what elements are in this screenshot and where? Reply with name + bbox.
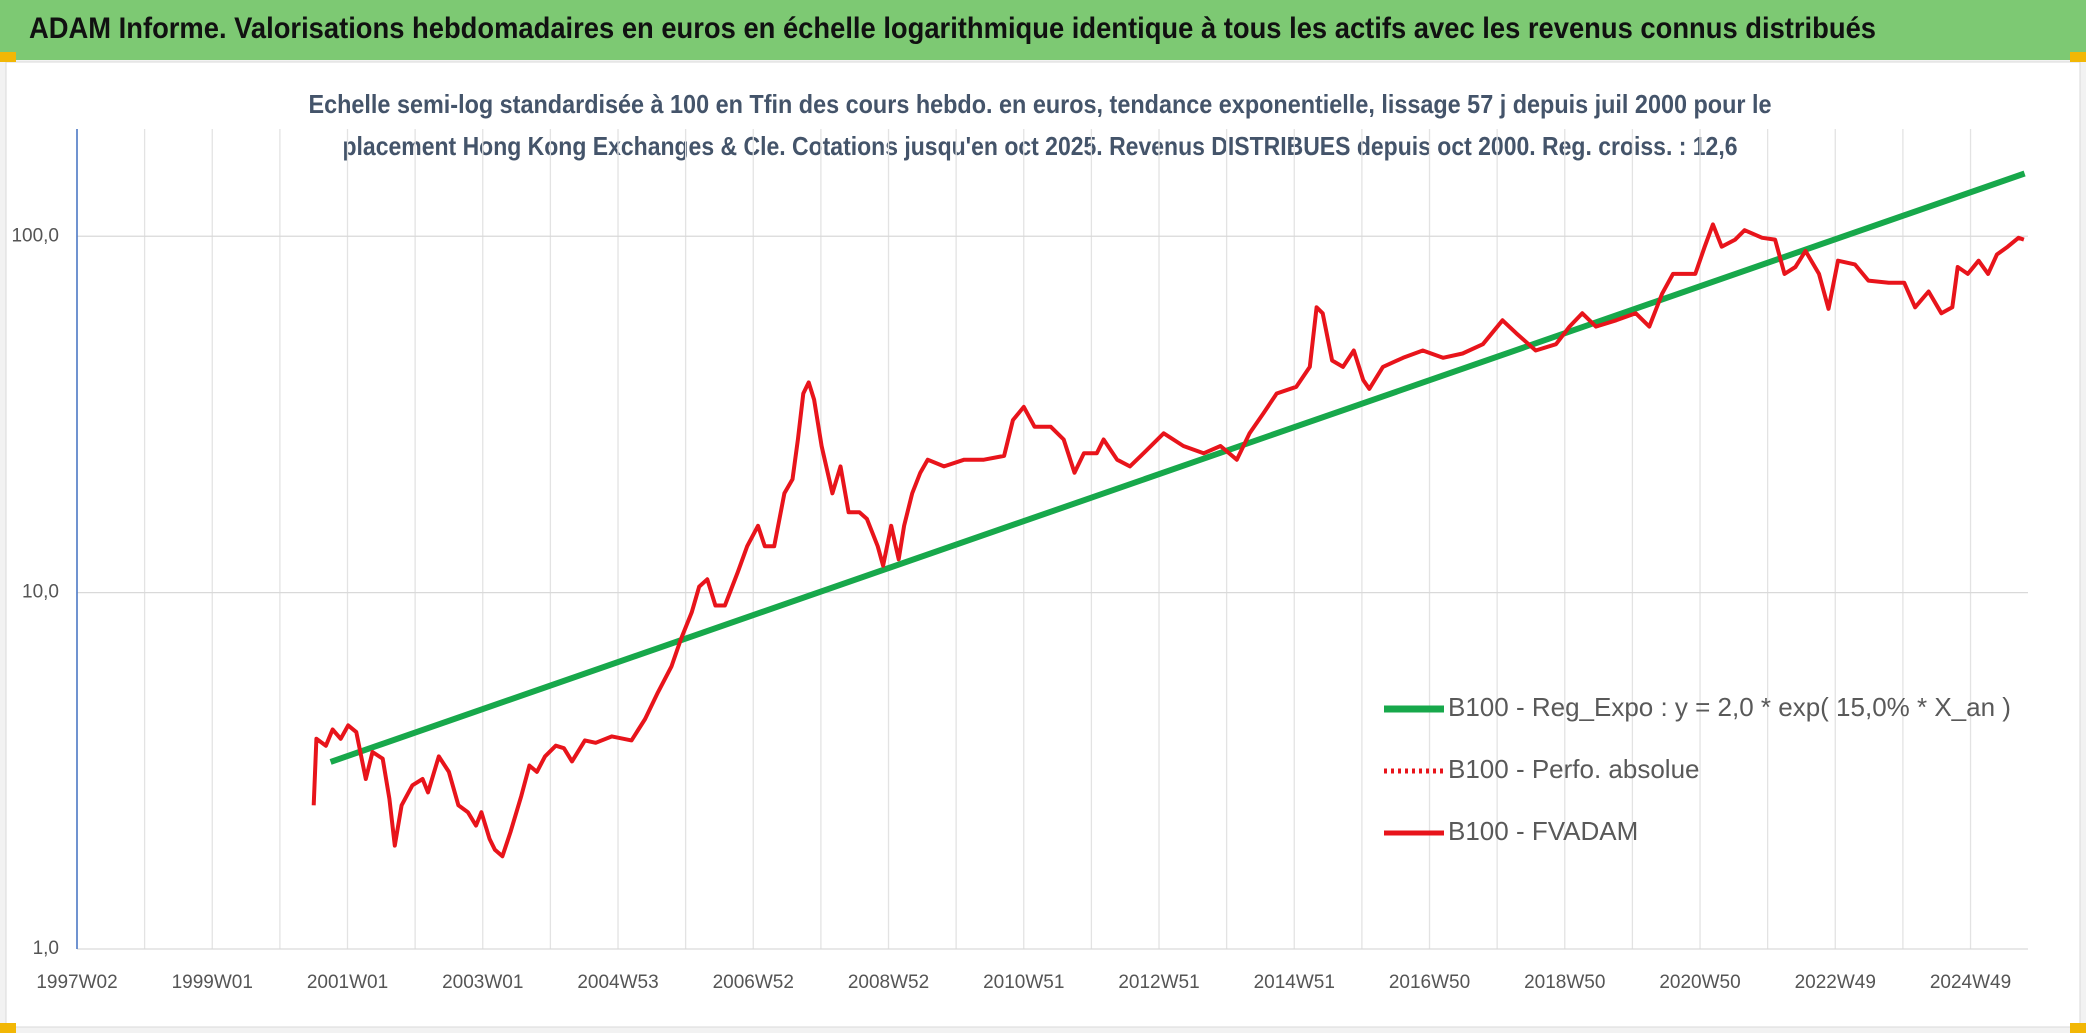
x-tick-label: 2022W49	[1795, 972, 1876, 993]
corner-marker	[2070, 52, 2086, 62]
x-tick-label: 2024W49	[1930, 972, 2011, 993]
x-tick-label: 1997W02	[36, 972, 117, 993]
corner-marker	[0, 1023, 16, 1033]
header-bar	[0, 0, 2086, 60]
x-tick-label: 1999W01	[172, 972, 253, 993]
x-tick-label: 2020W50	[1659, 972, 1740, 993]
y-tick-label: 10,0	[22, 582, 59, 603]
legend-label: B100 - Reg_Expo : y = 2,0 * exp( 15,0% *…	[1448, 692, 2011, 722]
series-line	[311, 222, 2025, 859]
x-tick-label: 2012W51	[1118, 972, 1199, 993]
x-tick-label: 2014W51	[1254, 972, 1335, 993]
x-tick-label: 2003W01	[442, 972, 523, 993]
x-tick-label: 2001W01	[307, 972, 388, 993]
x-tick-label: 2006W52	[713, 972, 794, 993]
chart-subtitle: Echelle semi-log standardisée à 100 en T…	[309, 89, 1772, 119]
corner-marker	[2070, 1023, 2086, 1033]
series-line	[329, 170, 2026, 765]
legend-label: B100 - FVADAM	[1448, 816, 1638, 846]
y-tick-label: 100,0	[11, 225, 59, 246]
page-title: ADAM Informe. Valorisations hebdomadaire…	[29, 12, 1876, 45]
corner-marker	[0, 52, 16, 62]
chart-area	[5, 61, 2081, 1028]
legend-label: B100 - Perfo. absolue	[1448, 754, 1700, 784]
x-tick-label: 2018W50	[1524, 972, 1605, 993]
x-tick-label: 2008W52	[848, 972, 929, 993]
y-tick-label: 1,0	[33, 938, 59, 959]
x-tick-label: 2004W53	[577, 972, 658, 993]
x-tick-label: 2016W50	[1389, 972, 1470, 993]
x-tick-label: 2010W51	[983, 972, 1064, 993]
chart-subtitle: placement Hong Kong Exchanges & Cle. Cot…	[343, 131, 1738, 161]
